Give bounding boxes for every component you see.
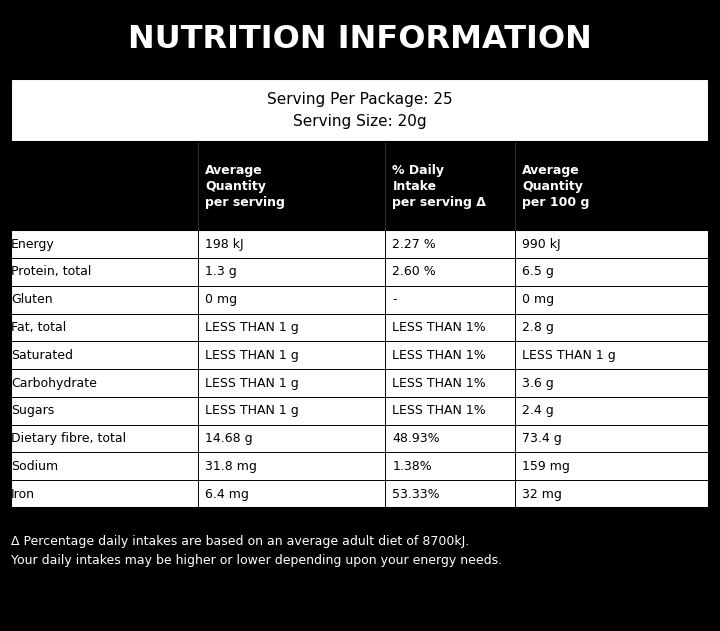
Text: NUTRITION INFORMATION: NUTRITION INFORMATION	[128, 24, 592, 55]
Text: 198 kJ: 198 kJ	[205, 238, 244, 251]
Text: LESS THAN 1%: LESS THAN 1%	[392, 404, 486, 417]
Text: Fat, total: Fat, total	[11, 321, 66, 334]
Text: LESS THAN 1 g: LESS THAN 1 g	[205, 404, 299, 417]
Text: Gluten: Gluten	[11, 293, 53, 306]
Text: LESS THAN 1 g: LESS THAN 1 g	[205, 377, 299, 389]
Text: 0 mg: 0 mg	[522, 293, 554, 306]
Text: Sugars: Sugars	[11, 404, 54, 417]
Text: LESS THAN 1%: LESS THAN 1%	[392, 377, 486, 389]
Text: LESS THAN 1%: LESS THAN 1%	[392, 321, 486, 334]
Bar	[0, 521, 720, 631]
Text: 53.33%: 53.33%	[392, 488, 440, 500]
Text: 990 kJ: 990 kJ	[522, 238, 561, 251]
Text: 14.68 g: 14.68 g	[205, 432, 253, 445]
Text: Δ Percentage daily intakes are based on an average adult diet of 8700kJ.
Your da: Δ Percentage daily intakes are based on …	[11, 536, 502, 567]
Text: Sodium: Sodium	[11, 460, 58, 473]
Text: LESS THAN 1 g: LESS THAN 1 g	[205, 321, 299, 334]
Text: Energy: Energy	[11, 238, 55, 251]
Text: % Daily
Intake
per serving Δ: % Daily Intake per serving Δ	[392, 163, 486, 209]
Text: 73.4 g: 73.4 g	[522, 432, 562, 445]
Text: 1.38%: 1.38%	[392, 460, 432, 473]
Text: 31.8 mg: 31.8 mg	[205, 460, 257, 473]
Text: 2.4 g: 2.4 g	[522, 404, 554, 417]
Text: 6.5 g: 6.5 g	[522, 266, 554, 278]
Text: 2.60 %: 2.60 %	[392, 266, 436, 278]
Bar	[11, 0, 709, 79]
Text: 159 mg: 159 mg	[522, 460, 570, 473]
Text: 1.3 g: 1.3 g	[205, 266, 237, 278]
Text: LESS THAN 1 g: LESS THAN 1 g	[205, 349, 299, 362]
Text: Iron: Iron	[11, 488, 35, 500]
Text: LESS THAN 1 g: LESS THAN 1 g	[522, 349, 616, 362]
Text: 0 mg: 0 mg	[205, 293, 238, 306]
Text: Average
Quantity
per 100 g: Average Quantity per 100 g	[522, 163, 590, 209]
Text: Protein, total: Protein, total	[11, 266, 91, 278]
Bar	[11, 230, 709, 508]
Text: Dietary fibre, total: Dietary fibre, total	[11, 432, 126, 445]
Text: Serving Per Package: 25
Serving Size: 20g: Serving Per Package: 25 Serving Size: 20…	[267, 92, 453, 129]
Bar	[11, 142, 709, 230]
Text: Saturated: Saturated	[11, 349, 73, 362]
Text: 48.93%: 48.93%	[392, 432, 440, 445]
Text: 3.6 g: 3.6 g	[522, 377, 554, 389]
Text: LESS THAN 1%: LESS THAN 1%	[392, 349, 486, 362]
Bar	[11, 230, 709, 508]
Bar	[11, 79, 709, 142]
Text: 2.27 %: 2.27 %	[392, 238, 436, 251]
Text: 6.4 mg: 6.4 mg	[205, 488, 249, 500]
Text: 32 mg: 32 mg	[522, 488, 562, 500]
Text: 2.8 g: 2.8 g	[522, 321, 554, 334]
Text: -: -	[392, 293, 397, 306]
Text: Average
Quantity
per serving: Average Quantity per serving	[205, 163, 285, 209]
Text: Carbohydrate: Carbohydrate	[11, 377, 96, 389]
